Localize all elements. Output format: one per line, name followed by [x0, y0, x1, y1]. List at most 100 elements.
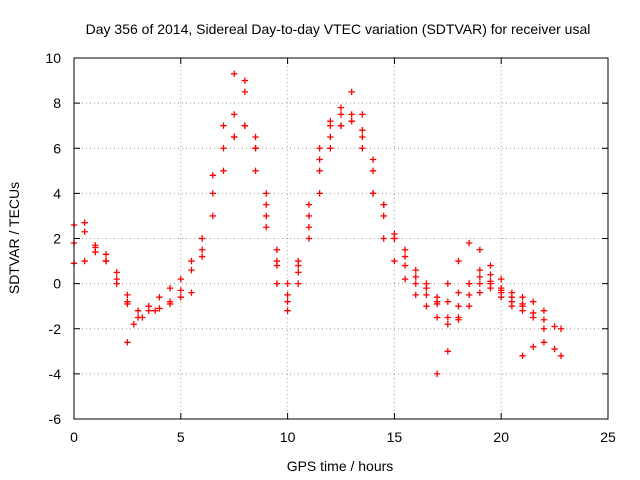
data-point: [316, 190, 323, 197]
data-point: [465, 280, 473, 287]
y-tick-label: 0: [53, 276, 61, 292]
data-point: [465, 302, 473, 310]
data-point: [295, 269, 302, 276]
data-point: [220, 167, 227, 175]
data-point: [391, 235, 398, 242]
data-point: [231, 111, 238, 118]
data-point: [252, 167, 259, 175]
data-point: [273, 262, 281, 269]
data-point: [465, 291, 473, 299]
data-point: [348, 111, 355, 118]
data-point: [188, 257, 195, 265]
data-point: [188, 289, 195, 296]
data-point: [508, 289, 516, 296]
data-point: [305, 212, 313, 220]
data-point: [124, 339, 131, 346]
grid-lines: [74, 58, 608, 419]
data-point: [81, 219, 88, 226]
data-point: [263, 201, 270, 208]
data-point: [316, 156, 323, 163]
data-point: [263, 224, 270, 231]
data-point: [498, 293, 505, 301]
data-point: [113, 275, 120, 283]
data-point: [177, 275, 184, 283]
data-points: [70, 70, 565, 378]
data-point: [166, 300, 174, 308]
y-axis-label: SDTVAR / TECUs: [6, 182, 22, 294]
data-point: [423, 291, 430, 299]
data-point: [359, 127, 366, 134]
data-point: [102, 251, 110, 258]
data-point: [444, 280, 451, 287]
data-point: [359, 133, 366, 141]
y-tick-label: 4: [53, 185, 61, 201]
data-point: [273, 246, 281, 253]
data-point: [337, 111, 345, 118]
data-point: [557, 352, 565, 360]
data-point: [177, 287, 184, 294]
data-point: [134, 307, 142, 314]
data-point: [465, 239, 473, 247]
data-point: [305, 235, 313, 242]
data-point: [220, 122, 227, 129]
data-point: [369, 190, 377, 197]
data-point: [337, 104, 345, 111]
x-axis-label: GPS time / hours: [287, 458, 394, 474]
data-point: [540, 316, 548, 323]
data-point: [530, 343, 537, 350]
data-point: [220, 145, 227, 152]
data-point: [284, 307, 291, 314]
data-point: [487, 262, 494, 269]
x-tick-label: 0: [70, 429, 78, 445]
data-point: [209, 212, 217, 220]
data-point: [540, 307, 548, 314]
x-tick-label: 20: [493, 429, 509, 445]
data-point: [124, 300, 131, 308]
data-point: [92, 248, 99, 256]
data-point: [113, 269, 120, 276]
data-point: [455, 302, 462, 310]
data-point: [198, 253, 206, 260]
data-point: [151, 307, 159, 314]
data-point: [444, 314, 451, 321]
data-point: [519, 352, 526, 360]
data-point: [412, 280, 419, 287]
data-point: [487, 278, 494, 285]
data-point: [92, 242, 99, 249]
data-point: [380, 201, 387, 208]
data-point: [455, 289, 462, 296]
data-point: [444, 298, 451, 305]
data-point: [455, 314, 462, 321]
data-point: [284, 298, 291, 305]
data-point: [498, 275, 505, 283]
data-point: [359, 145, 366, 152]
x-tick-label: 5: [177, 429, 185, 445]
data-point: [348, 117, 355, 125]
data-point: [156, 305, 163, 312]
data-point: [295, 262, 302, 269]
data-point: [337, 122, 345, 129]
data-point: [188, 266, 195, 274]
data-point: [231, 70, 238, 77]
y-tick-label: 8: [53, 95, 61, 111]
data-point: [530, 298, 537, 305]
data-point: [231, 133, 238, 141]
data-point: [401, 262, 409, 269]
data-point: [156, 293, 163, 301]
x-tick-label: 25: [600, 429, 616, 445]
data-point: [476, 266, 484, 274]
data-point: [327, 145, 334, 152]
data-point: [530, 314, 537, 321]
data-point: [295, 280, 302, 287]
data-point: [273, 280, 281, 287]
data-point: [284, 291, 291, 299]
data-point: [198, 246, 206, 253]
data-point: [124, 291, 131, 299]
data-point: [369, 156, 377, 163]
data-point: [316, 167, 323, 175]
axis-ticks: 0 5 10 15 20 25 -6 -4 -2 0 2 4 6 8 10: [45, 50, 616, 445]
data-point: [433, 300, 441, 308]
data-point: [487, 271, 494, 278]
data-point: [209, 190, 217, 197]
